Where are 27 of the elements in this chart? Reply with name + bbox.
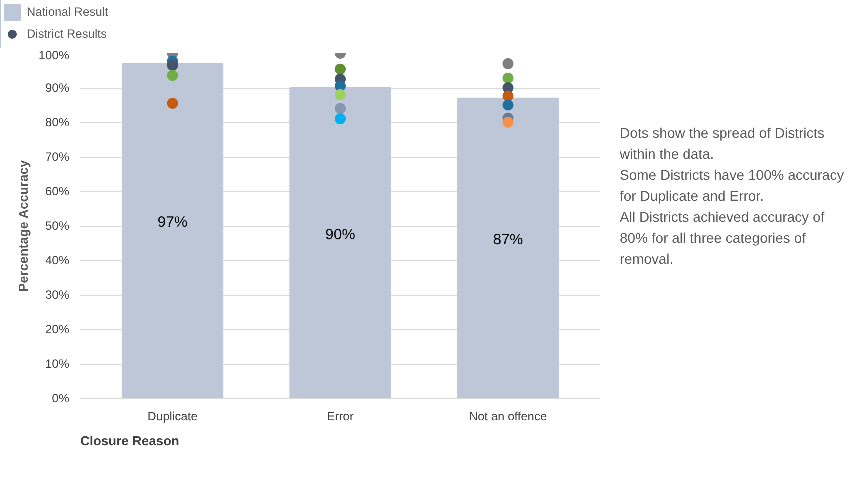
x-tick-label: Error (327, 410, 354, 424)
y-tick-label: 30% (45, 288, 70, 302)
bar (122, 63, 224, 398)
text: All Districts achieved accuracy of 80% for all three categories of removal. (620, 208, 826, 269)
data-label: 90% (325, 226, 356, 244)
y-tick-label: 40% (45, 254, 70, 268)
legend-label: District Results (27, 27, 108, 41)
text: Some Districts have 100% accuracy for Duplicate and Error. (620, 166, 846, 206)
data-label: 97% (158, 214, 188, 232)
y-tick-label: 80% (45, 116, 70, 130)
y-tick-label: 60% (45, 184, 70, 198)
y-tick-label: 20% (45, 322, 70, 336)
data-label: 87% (493, 231, 524, 248)
bar (457, 98, 560, 398)
legend-label: National Result (27, 5, 108, 19)
x-tick-label: Duplicate (148, 410, 198, 424)
y-tick-label: 90% (45, 81, 70, 95)
x-axis-title: Closure Reason (80, 434, 180, 448)
y-tick-label: 0% (52, 392, 70, 406)
bar (290, 88, 392, 398)
x-tick-label: Not an offence (469, 410, 548, 424)
text: Dots show the spread of Districts within the data. (620, 124, 826, 164)
y-tick-label: 10% (45, 357, 70, 371)
y-axis-title: Percentage Accuracy (16, 160, 31, 292)
y-tick-label: 70% (45, 150, 70, 164)
y-tick-label: 50% (45, 219, 70, 233)
y-tick-label: 100% (38, 48, 70, 62)
